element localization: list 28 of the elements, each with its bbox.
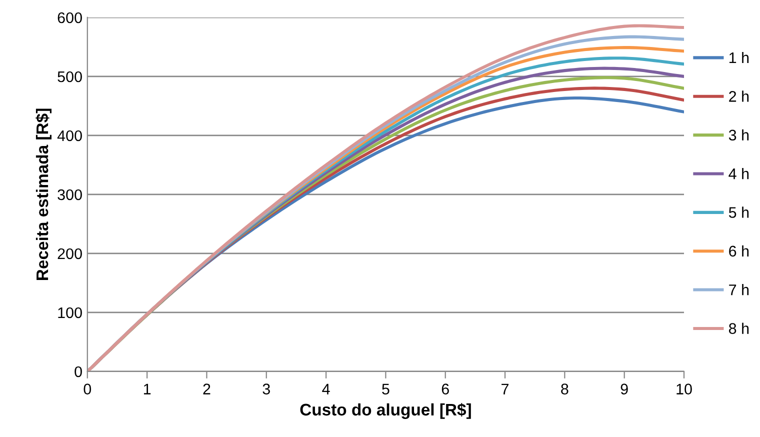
y-tick-label: 500 [58, 71, 82, 82]
x-tick-label: 7 [502, 384, 508, 394]
legend-label: 7 h [729, 284, 749, 296]
x-tick-label: 2 [203, 384, 210, 394]
y-tick-label: 400 [57, 130, 82, 142]
x-tick-label: 9 [620, 384, 628, 394]
x-tick-label: 8 [561, 384, 568, 394]
legend-label: 6 h [729, 245, 749, 257]
x-tick-label: 1 [144, 384, 151, 394]
x-tick-label: 0 [84, 384, 92, 394]
legend-label: 3 h [728, 129, 749, 141]
x-tick-label: 10 [676, 384, 692, 394]
y-tick-label: 200 [58, 248, 82, 260]
y-tick-label: 0 [74, 366, 82, 378]
legend-label: 5 h [728, 206, 749, 218]
x-axis-title: Custo do aluguel [R$] [300, 403, 471, 419]
legend-label: 4 h [728, 168, 749, 180]
x-tick-label: 5 [382, 384, 390, 394]
y-axis-title: Receita estimada [R$] [36, 108, 52, 280]
legend-label: 1 h [729, 52, 749, 64]
legend-label: 8 h [728, 322, 749, 334]
y-tick-label: 100 [58, 307, 82, 318]
y-tick-label: 300 [58, 189, 82, 200]
x-tick-label: 4 [322, 384, 330, 394]
x-tick-label: 6 [442, 384, 449, 394]
legend-label: 2 h [729, 90, 749, 102]
x-tick-label: 3 [262, 384, 270, 394]
y-tick-label: 600 [58, 12, 82, 24]
